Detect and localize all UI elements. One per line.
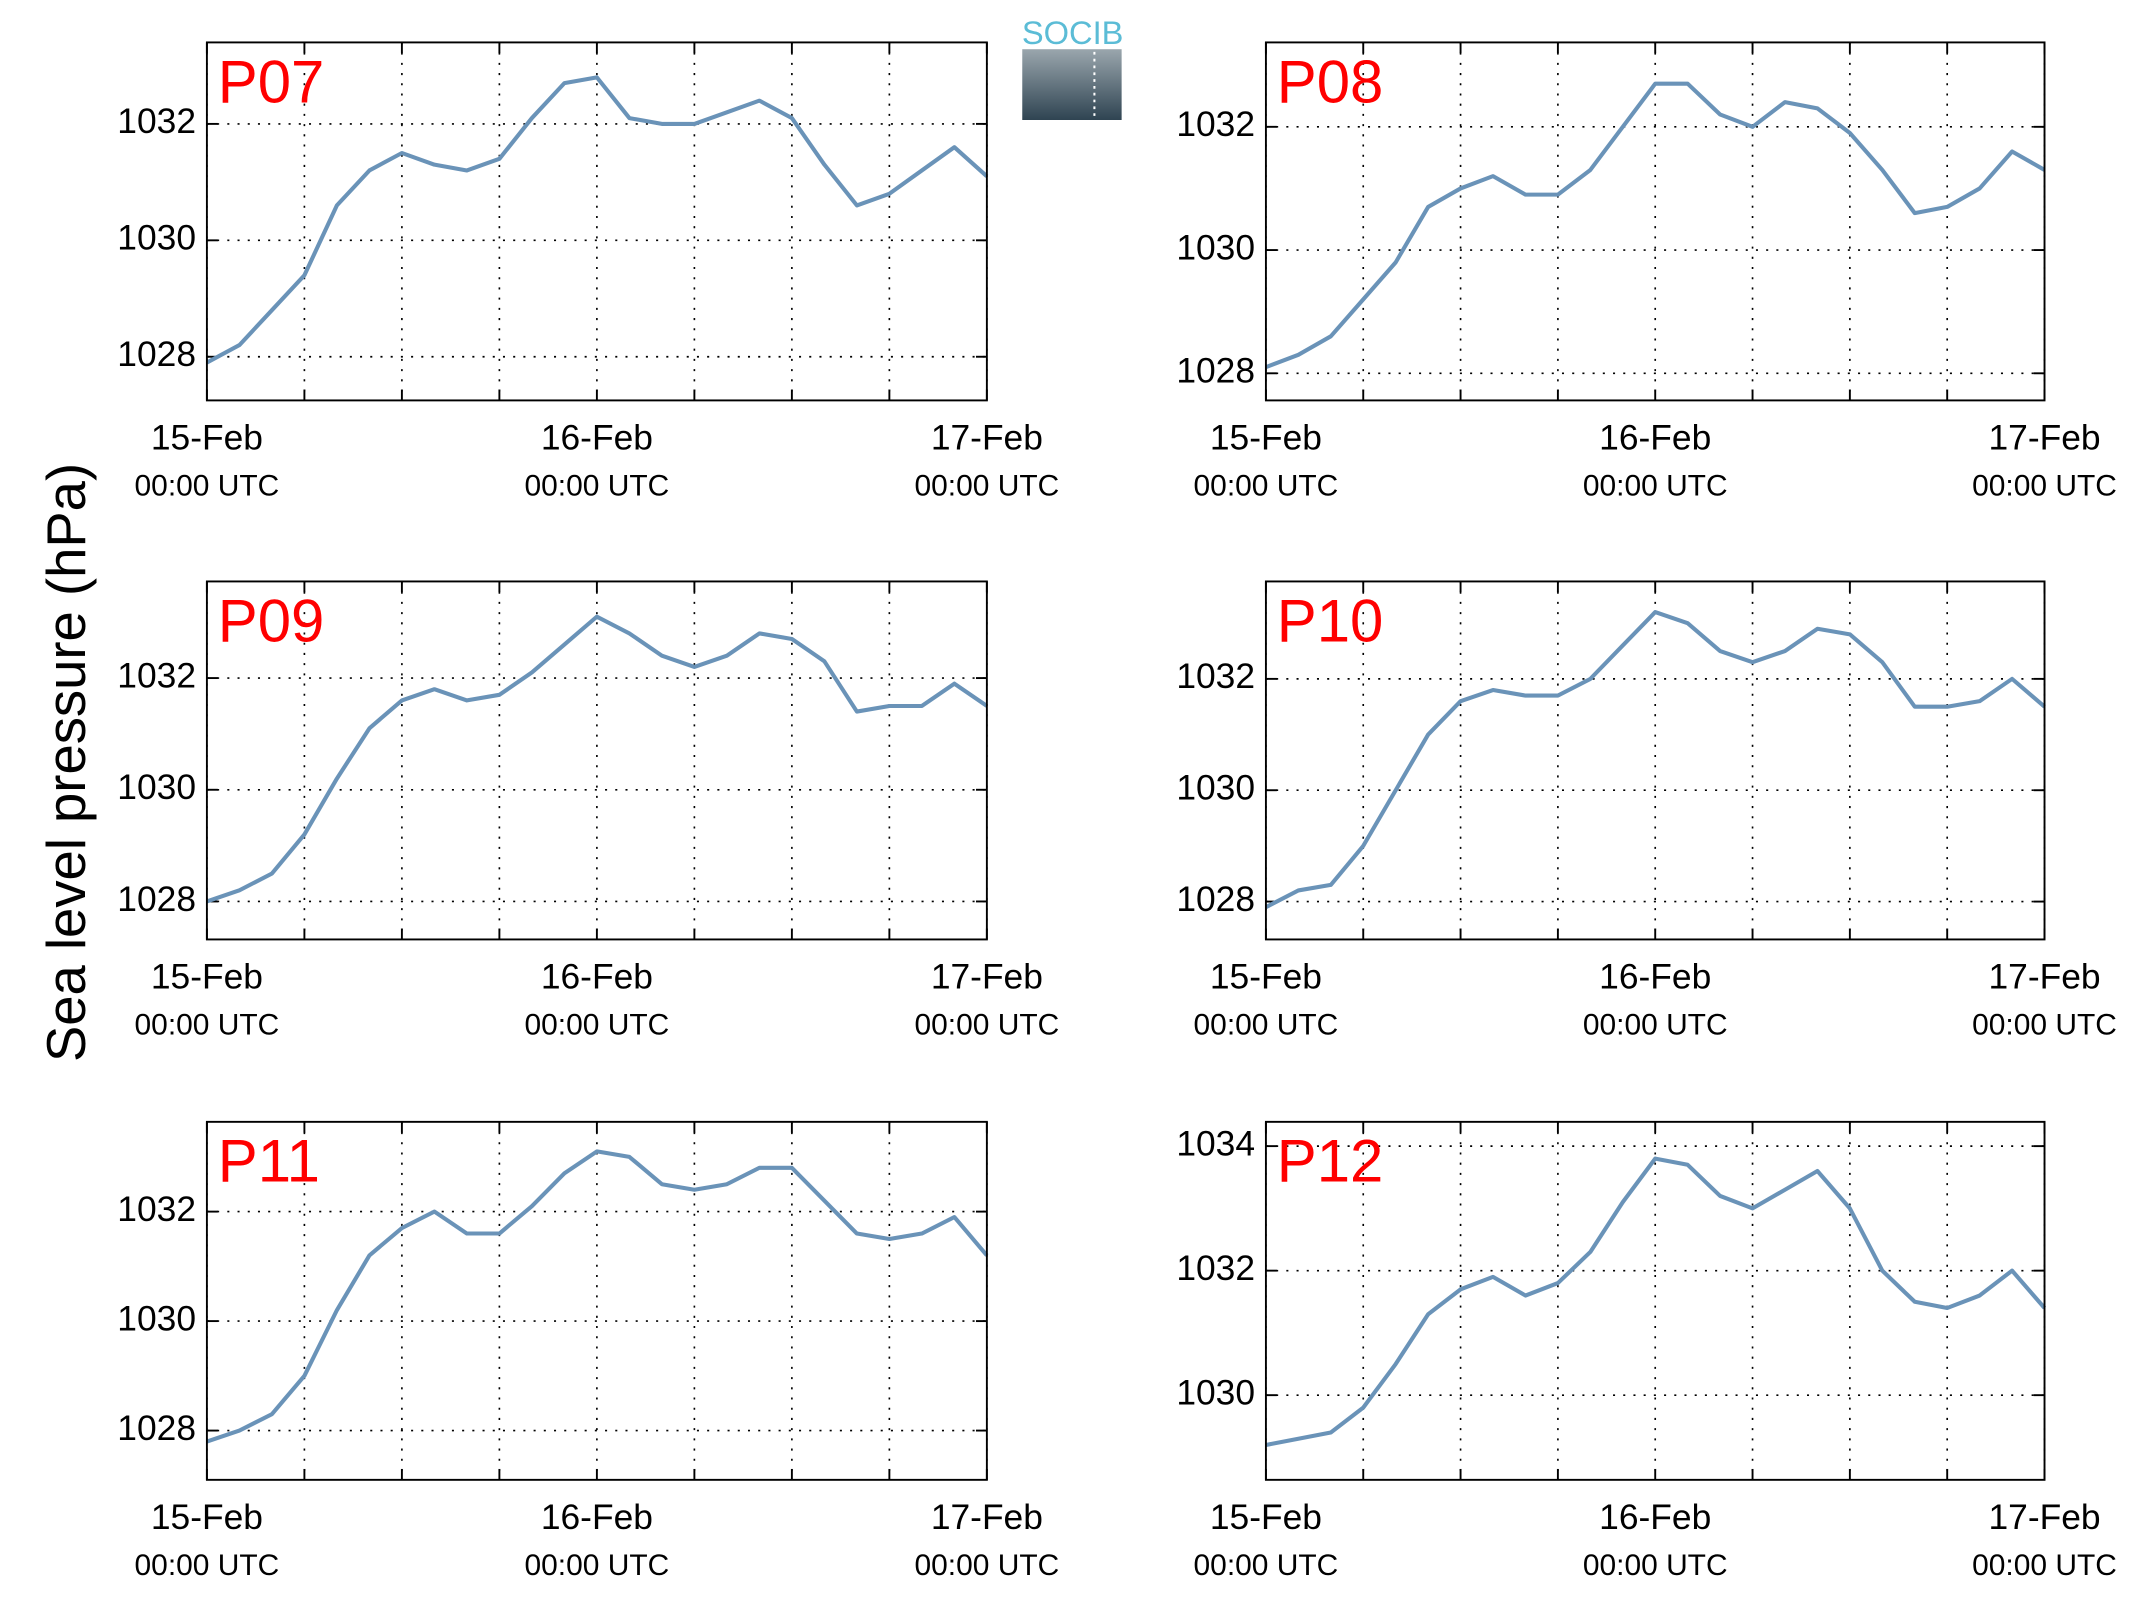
y-tick-label: 1032 bbox=[117, 656, 196, 695]
x-tick-label: 15-Feb 00:00 UTC bbox=[1194, 418, 1339, 502]
x-tick-label: 16-Feb 00:00 UTC bbox=[1583, 1498, 1728, 1582]
y-tick-label: 1032 bbox=[1176, 105, 1255, 144]
data-line bbox=[1265, 81, 2046, 370]
data-line bbox=[206, 1149, 989, 1444]
y-tick-label: 1030 bbox=[1176, 1374, 1255, 1413]
y-tick-label: 1028 bbox=[117, 880, 196, 919]
x-tick-label: 17-Feb 00:00 UTC bbox=[1972, 957, 2117, 1041]
logo-text: SOCIB bbox=[1022, 14, 1124, 51]
y-tick-label: 1028 bbox=[1176, 352, 1255, 391]
data-line bbox=[205, 75, 989, 365]
panel-title: P12 bbox=[1277, 1128, 1384, 1195]
data-line bbox=[206, 614, 989, 904]
panel: 1030 1032 1034 15-Feb 00:00 UTC 16-Feb 00:00 U… bbox=[1176, 1120, 2117, 1582]
panel: 1028 1030 1032 15-Feb 00:00 UTC 16-Feb 00:00 U… bbox=[117, 41, 1059, 503]
x-tick-label: 15-Feb 00:00 UTC bbox=[1194, 1498, 1339, 1582]
x-tick-label: 15-Feb 00:00 UTC bbox=[1194, 957, 1339, 1041]
y-tick-label: 1030 bbox=[117, 768, 196, 807]
x-tick-label: 17-Feb 00:00 UTC bbox=[914, 418, 1059, 502]
panel: 1028 1030 1032 15-Feb 00:00 UTC 16-Feb 00:00 U… bbox=[117, 580, 1059, 1042]
x-tick-label: 15-Feb 00:00 UTC bbox=[135, 957, 280, 1041]
x-tick-label: 17-Feb 00:00 UTC bbox=[1972, 418, 2117, 502]
plot-frame bbox=[205, 1120, 988, 1481]
logo-box bbox=[1022, 49, 1122, 120]
y-tick-label: 1032 bbox=[1176, 657, 1255, 696]
y-tick-label: 1028 bbox=[117, 1409, 196, 1448]
x-tick-label: 16-Feb 00:00 UTC bbox=[525, 1498, 670, 1582]
plot-frame bbox=[1264, 41, 2046, 402]
y-tick-label: 1028 bbox=[117, 335, 196, 374]
y-tick-label: 1032 bbox=[117, 102, 196, 141]
x-tick-label: 17-Feb 00:00 UTC bbox=[914, 957, 1059, 1041]
x-tick-label: 17-Feb 00:00 UTC bbox=[1972, 1498, 2117, 1582]
panel-title: P09 bbox=[218, 587, 325, 654]
x-tick-label: 16-Feb 00:00 UTC bbox=[1583, 418, 1728, 502]
plot-frame bbox=[1264, 580, 2046, 941]
panel: 1028 1030 1032 15-Feb 00:00 UTC 16-Feb 00:00 U… bbox=[117, 1120, 1059, 1582]
x-tick-label: 17-Feb 00:00 UTC bbox=[914, 1498, 1059, 1582]
y-tick-label: 1030 bbox=[1176, 228, 1255, 267]
y-tick-label: 1034 bbox=[1176, 1124, 1255, 1163]
panel-title: P10 bbox=[1277, 587, 1384, 654]
panel-title: P08 bbox=[1277, 48, 1384, 115]
x-tick-label: 15-Feb 00:00 UTC bbox=[135, 418, 280, 502]
x-tick-label: 16-Feb 00:00 UTC bbox=[1583, 957, 1728, 1041]
x-tick-label: 15-Feb 00:00 UTC bbox=[135, 1498, 280, 1582]
y-tick-label: 1030 bbox=[117, 219, 196, 258]
plot-frame bbox=[205, 41, 988, 402]
panel-title: P07 bbox=[218, 48, 325, 115]
x-tick-label: 16-Feb 00:00 UTC bbox=[525, 418, 670, 502]
y-tick-label: 1030 bbox=[1176, 769, 1255, 808]
data-line bbox=[1265, 1156, 2047, 1447]
y-tick-label: 1032 bbox=[1176, 1249, 1255, 1288]
plot-frame bbox=[1264, 1120, 2046, 1481]
y-axis-label: Sea level pressure (hPa) bbox=[36, 463, 97, 1062]
panel: 1028 1030 1032 15-Feb 00:00 UTC 16-Feb 00:00 U… bbox=[1176, 41, 2117, 503]
data-line bbox=[1264, 610, 2046, 909]
panel-title: P11 bbox=[218, 1128, 320, 1195]
y-tick-label: 1032 bbox=[117, 1190, 196, 1229]
panel: 1028 1030 1032 15-Feb 00:00 UTC 16-Feb 00:00 U… bbox=[1176, 580, 2117, 1042]
y-tick-label: 1028 bbox=[1176, 880, 1255, 919]
x-tick-label: 16-Feb 00:00 UTC bbox=[525, 957, 670, 1041]
plot-frame bbox=[205, 580, 988, 941]
y-tick-label: 1030 bbox=[117, 1299, 196, 1338]
